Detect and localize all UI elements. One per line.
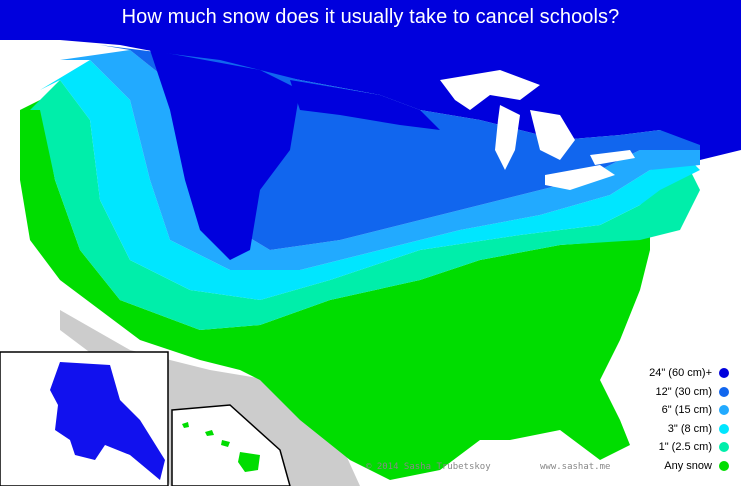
zone-3in bbox=[40, 60, 700, 300]
legend-item-6in: 6" (15 cm) bbox=[649, 401, 729, 420]
legend-label: 24" (60 cm)+ bbox=[649, 367, 712, 380]
zone-24in-rockies bbox=[150, 50, 300, 260]
hawaii-inset-frame bbox=[171, 404, 291, 486]
alaska-shape bbox=[50, 362, 165, 480]
legend-item-3in: 3" (8 cm) bbox=[649, 420, 729, 439]
zone-1in bbox=[30, 80, 700, 330]
legend-label: 6" (15 cm) bbox=[661, 404, 712, 417]
great-lakes bbox=[440, 70, 635, 190]
website-credit: www.sashat.me bbox=[540, 462, 611, 472]
legend-label: Any snow bbox=[664, 459, 712, 472]
legend-swatch-any bbox=[719, 460, 729, 471]
legend-swatch-12in bbox=[719, 386, 729, 397]
legend-swatch-1in bbox=[719, 442, 729, 453]
legend-swatch-6in bbox=[719, 405, 729, 416]
legend-item-any: Any snow bbox=[649, 457, 729, 476]
legend-swatch-24in bbox=[719, 368, 729, 379]
legend-label: 1" (2.5 cm) bbox=[658, 441, 712, 454]
zone-any-snow bbox=[20, 100, 650, 480]
legend-label: 3" (8 cm) bbox=[667, 422, 712, 435]
legend-item-1in: 1" (2.5 cm) bbox=[649, 438, 729, 457]
legend: 24" (60 cm)+ 12" (30 cm) 6" (15 cm) 3" (… bbox=[649, 364, 729, 475]
hawaii-islands bbox=[182, 422, 260, 472]
legend-item-12in: 12" (30 cm) bbox=[649, 383, 729, 402]
legend-label: 12" (30 cm) bbox=[655, 385, 712, 398]
zone-24in-north bbox=[290, 80, 440, 130]
author-credit: © 2014 Sasha Trubetskoy bbox=[366, 462, 491, 472]
legend-item-24in: 24" (60 cm)+ bbox=[649, 364, 729, 383]
map-title: How much snow does it usually take to ca… bbox=[121, 6, 620, 28]
zone-6in bbox=[60, 50, 700, 270]
legend-swatch-3in bbox=[719, 423, 729, 434]
